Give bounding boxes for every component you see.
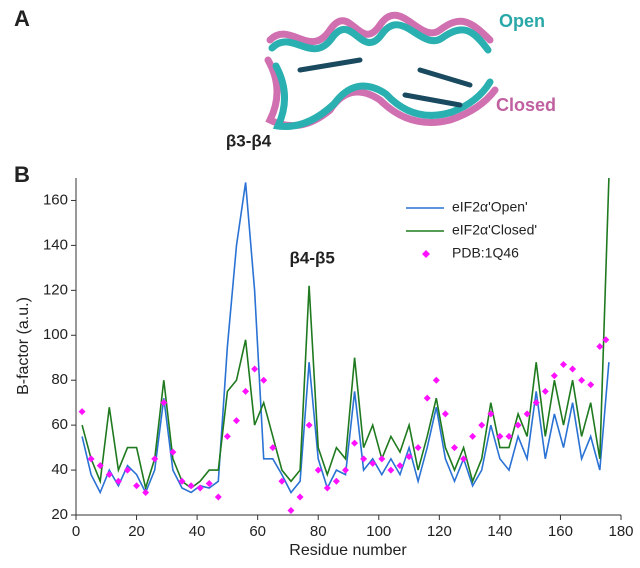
x-tick-label: 0: [72, 523, 80, 540]
y-tick-label: 60: [51, 416, 68, 433]
data-point: [387, 466, 395, 474]
x-tick-label: 40: [189, 523, 206, 540]
data-point: [460, 455, 468, 463]
annotation: β4-β5: [290, 248, 335, 267]
data-point: [396, 462, 404, 470]
data-point: [360, 455, 368, 463]
data-point: [78, 408, 86, 416]
data-point: [341, 466, 349, 474]
data-point: [242, 387, 250, 395]
data-point: [105, 471, 113, 479]
data-line: [81, 178, 610, 492]
data-point: [169, 448, 177, 456]
protein-structure: [264, 11, 499, 131]
x-tick-label: 160: [548, 523, 573, 540]
panel-label: A: [14, 6, 30, 31]
x-tick-label: 60: [249, 523, 266, 540]
data-point: [532, 399, 540, 407]
x-tick-label: 20: [128, 523, 145, 540]
data-point: [378, 455, 386, 463]
data-point: [151, 455, 159, 463]
data-point: [123, 466, 131, 474]
data-point: [251, 365, 259, 373]
data-point: [332, 477, 340, 485]
y-tick-label: 40: [51, 461, 68, 478]
data-point: [96, 462, 104, 470]
x-tick-label: 80: [310, 523, 327, 540]
data-point: [178, 477, 186, 485]
data-point: [523, 410, 531, 418]
data-point: [142, 489, 150, 497]
legend-label: eIF2α'Open': [452, 199, 528, 215]
data-point: [432, 376, 440, 384]
data-point: [559, 360, 567, 368]
data-point: [114, 477, 122, 485]
data-point: [602, 336, 610, 344]
data-point: [133, 482, 141, 490]
data-point: [260, 376, 268, 384]
data-point: [369, 459, 377, 467]
y-tick-label: 160: [43, 191, 68, 208]
data-point: [305, 421, 313, 429]
legend-marker: [422, 250, 430, 258]
y-tick-label: 20: [51, 506, 68, 523]
legend-label: PDB:1Q46: [452, 245, 519, 261]
legend-label: eIF2α'Closed': [452, 222, 537, 238]
data-point: [541, 387, 549, 395]
data-point: [514, 421, 522, 429]
data-point: [550, 372, 558, 380]
annotation: β3-β4: [226, 132, 272, 151]
data-point: [496, 432, 504, 440]
data-point: [232, 417, 240, 425]
data-point: [314, 466, 322, 474]
data-point: [196, 484, 204, 492]
data-point: [569, 365, 577, 373]
data-point: [323, 484, 331, 492]
x-tick-label: 120: [427, 523, 452, 540]
data-point: [596, 343, 604, 350]
y-axis-label: B-factor (a.u.): [15, 297, 32, 395]
data-point: [587, 381, 595, 389]
data-point: [487, 410, 495, 418]
x-tick-label: 180: [608, 523, 633, 540]
data-point: [296, 493, 304, 501]
data-point: [450, 444, 458, 452]
structure-label: Closed: [496, 95, 556, 115]
data-point: [287, 507, 295, 515]
data-point: [441, 410, 449, 418]
y-tick-label: 80: [51, 371, 68, 388]
data-point: [223, 432, 231, 440]
data-point: [269, 444, 277, 452]
data-point: [87, 455, 95, 463]
data-point: [423, 394, 431, 402]
data-point: [351, 439, 359, 447]
data-point: [578, 376, 586, 384]
y-tick-label: 120: [43, 281, 68, 298]
data-point: [505, 432, 513, 440]
data-point: [478, 421, 486, 429]
data-point: [414, 444, 422, 452]
data-point: [469, 432, 477, 440]
structure-label: Open: [499, 11, 545, 31]
data-point: [160, 399, 168, 407]
data-point: [214, 493, 222, 501]
data-line: [81, 182, 610, 495]
data-point: [187, 482, 195, 490]
data-point: [205, 480, 213, 488]
x-axis-label: Residue number: [289, 542, 407, 559]
plot-area: [78, 178, 610, 515]
panel-label: B: [14, 162, 30, 187]
x-tick-label: 140: [487, 523, 512, 540]
y-tick-label: 100: [43, 326, 68, 343]
x-tick-label: 100: [366, 523, 391, 540]
data-point: [405, 453, 413, 461]
data-point: [278, 477, 286, 485]
y-tick-label: 140: [43, 236, 68, 253]
